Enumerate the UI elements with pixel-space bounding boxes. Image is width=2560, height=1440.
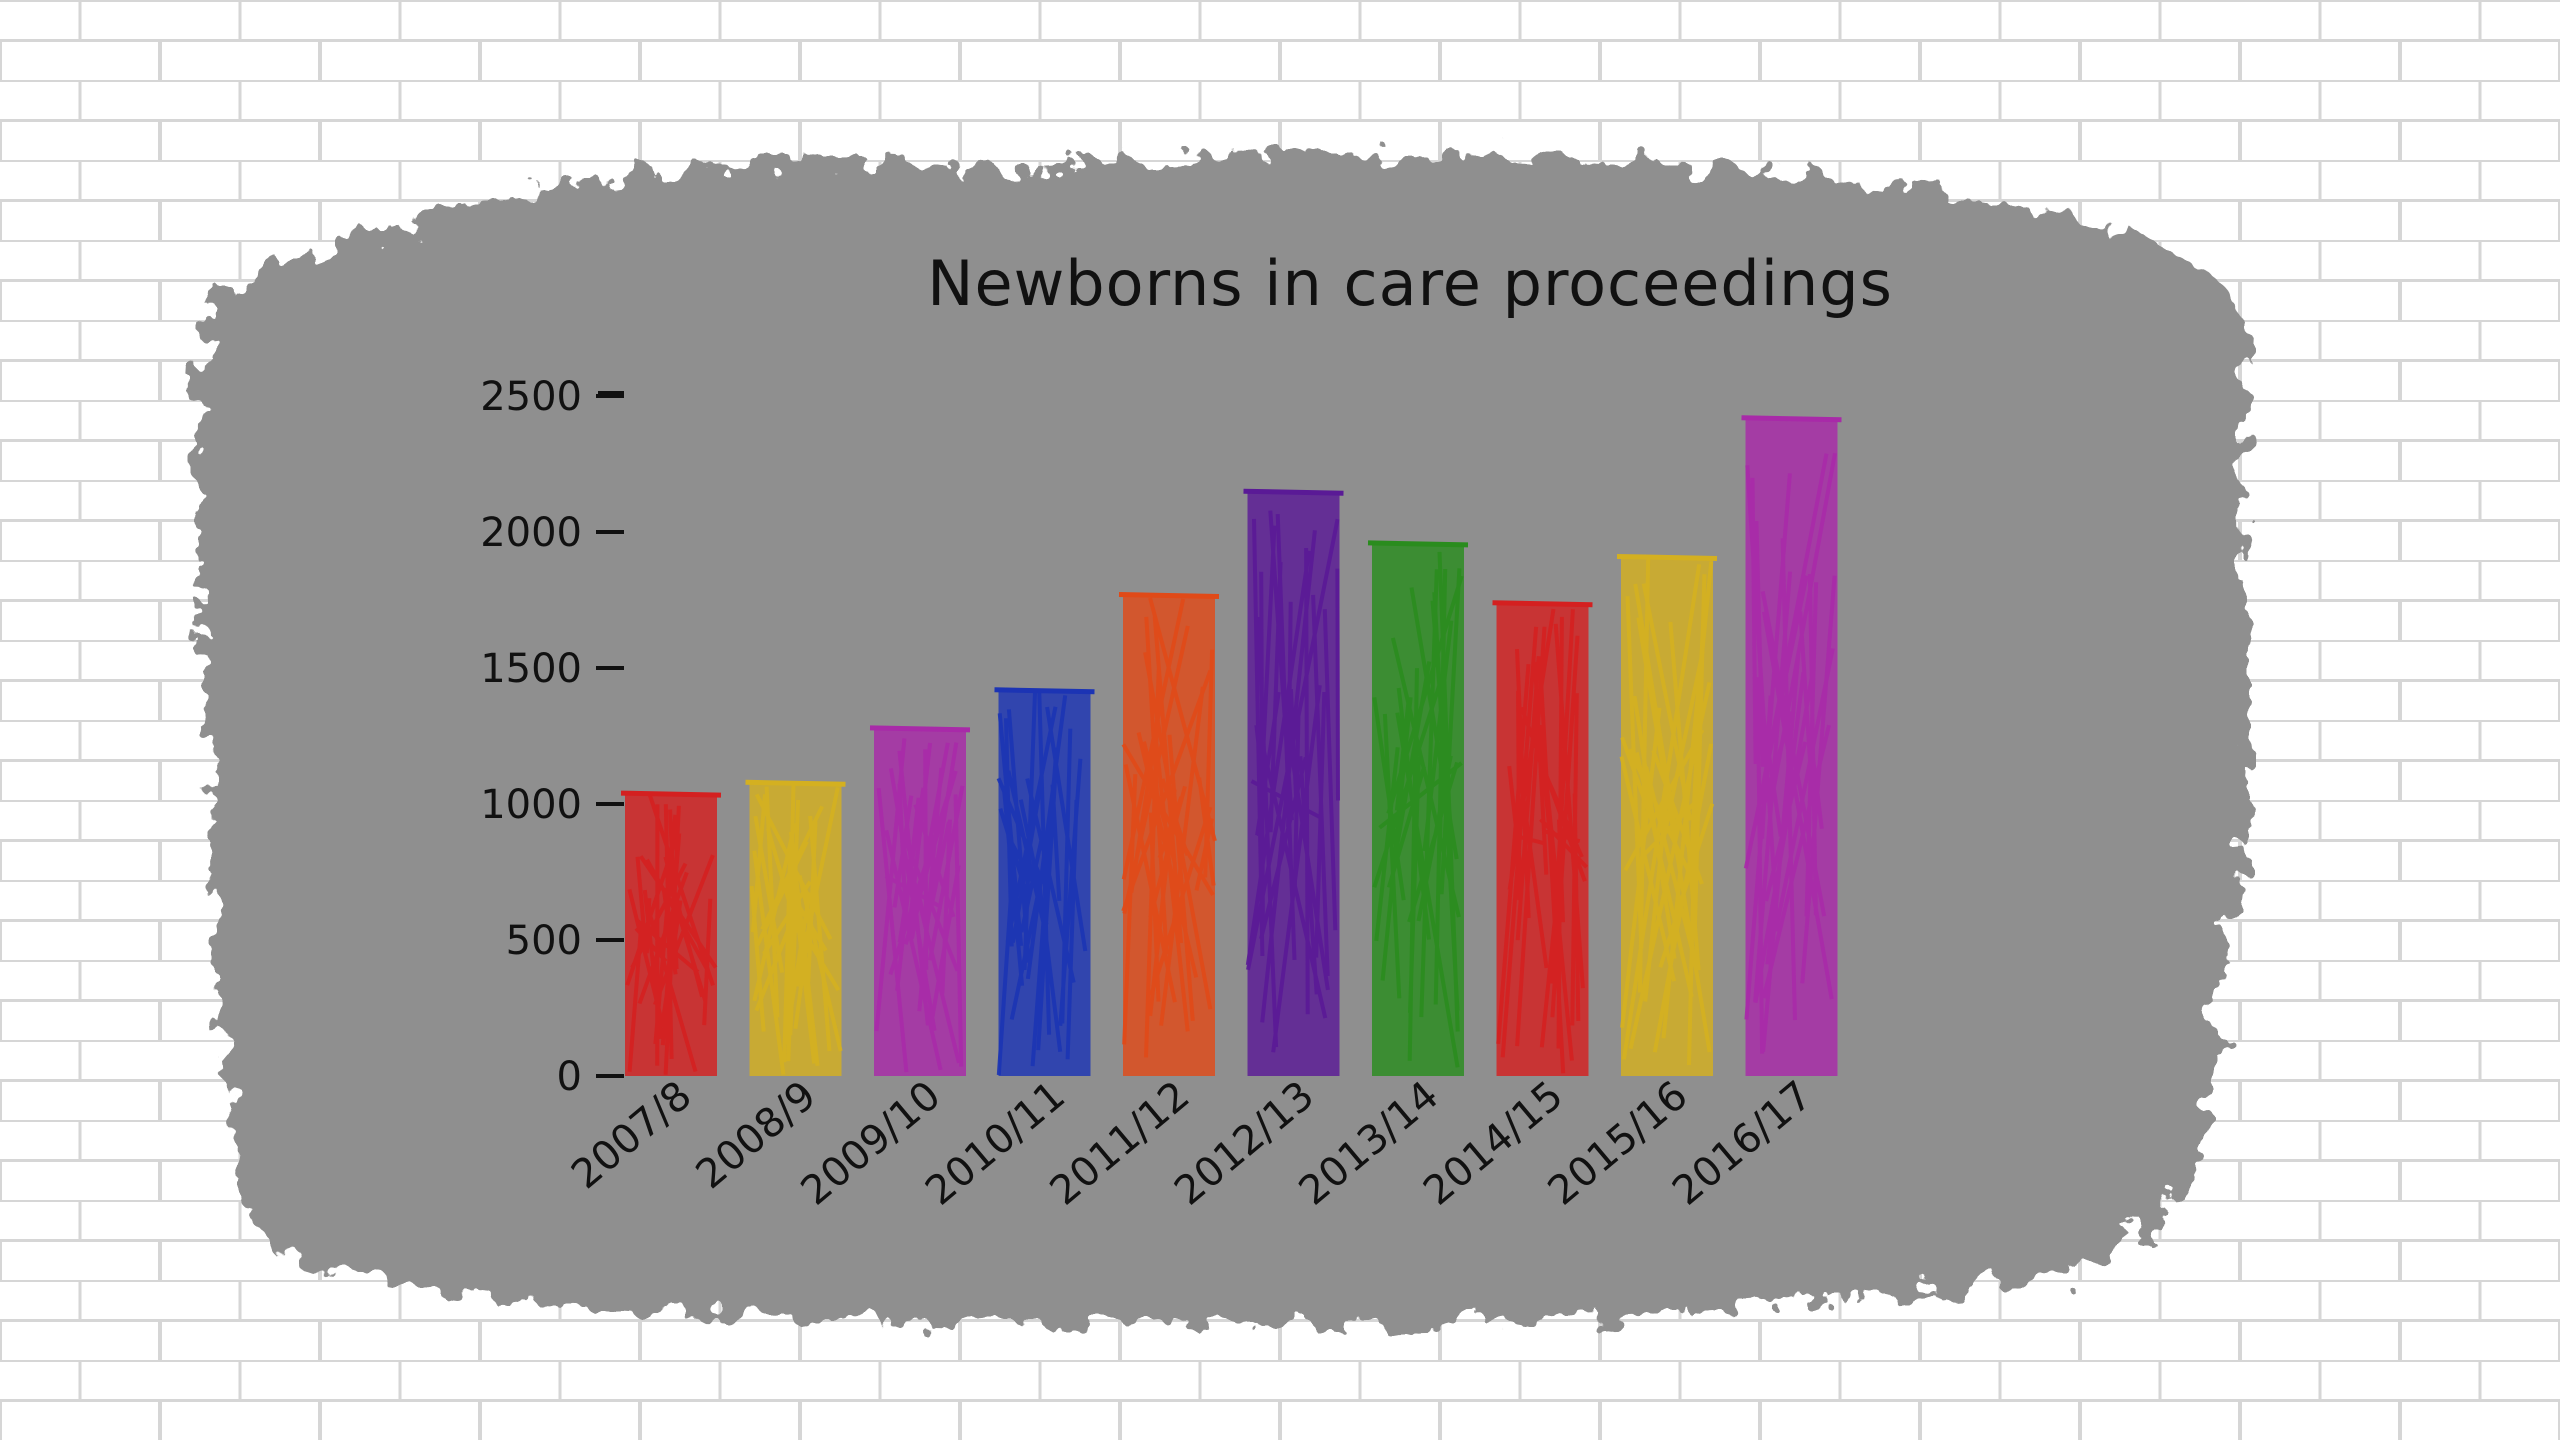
bar-scribble — [1743, 452, 1837, 1054]
bar-2015-16 — [1616, 553, 1718, 1076]
bar-2011-12 — [1118, 592, 1220, 1076]
bar-top-stroke — [1367, 540, 1469, 548]
y-ticks: 0 500 1000 1500 2000 2500 — [480, 374, 624, 1100]
bar-2008-9 — [745, 779, 846, 1076]
bar-top-stroke — [745, 779, 846, 787]
bar-top-stroke — [869, 725, 971, 733]
y-tick-label: 500 — [506, 918, 582, 964]
y-tick-label: 1500 — [480, 646, 582, 692]
bar-top-stroke — [1741, 415, 1842, 423]
bar-top-stroke — [1118, 592, 1220, 600]
bars — [620, 415, 1842, 1076]
y-tick-label: 1000 — [480, 782, 582, 828]
bar-2016-17 — [1741, 415, 1842, 1076]
bar-scribble — [1496, 608, 1589, 1074]
bar-2013-14 — [1367, 540, 1469, 1076]
bar-2010-11 — [994, 687, 1095, 1076]
bar-top-stroke — [1616, 553, 1718, 561]
bar-scribble — [625, 793, 718, 1075]
y-tick-label: 2500 — [480, 374, 582, 420]
bar-scribble — [874, 738, 965, 1073]
y-tick-label: 0 — [557, 1054, 582, 1100]
bar-scribble — [1619, 558, 1715, 1066]
bar-scribble — [996, 689, 1088, 1076]
bar-2012-13 — [1243, 488, 1344, 1076]
bar-top-stroke — [994, 687, 1095, 695]
chart-title: Newborns in care proceedings — [927, 247, 1893, 320]
bar-top-stroke — [1492, 600, 1593, 608]
y-tick-label: 2000 — [480, 510, 582, 556]
bar-scribble — [749, 783, 843, 1075]
bar-2007-8 — [620, 790, 722, 1076]
bar-top-stroke — [620, 790, 722, 798]
bar-2009-10 — [869, 725, 971, 1076]
bar-scribble — [1372, 551, 1464, 1068]
bar-2014-15 — [1492, 600, 1593, 1076]
bar-top-stroke — [1243, 488, 1344, 496]
bar-scribble — [1121, 597, 1217, 1058]
bar-scribble — [1245, 510, 1340, 1053]
